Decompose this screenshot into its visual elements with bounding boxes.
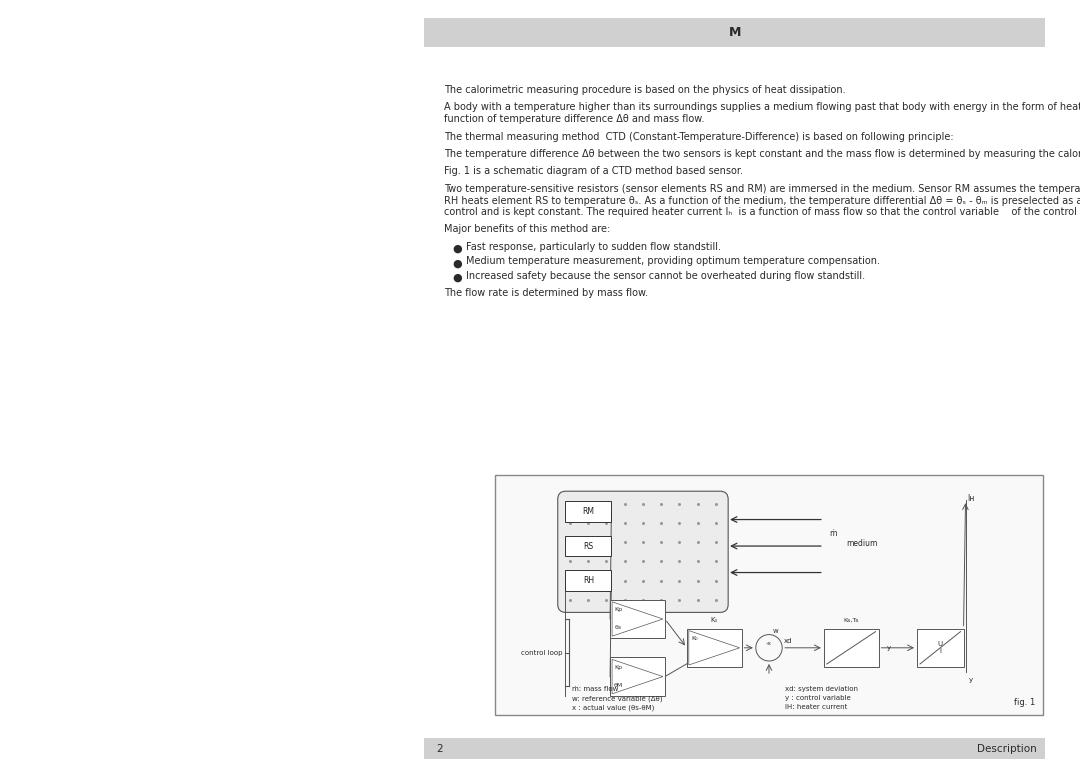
Text: w: w [772,628,779,634]
Text: y: y [969,677,973,683]
Text: A body with a temperature higher than its surroundings supplies a medium flowing: A body with a temperature higher than it… [444,102,1080,112]
Text: RS: RS [583,542,593,551]
Text: -x: -x [766,641,772,645]
Text: Two temperature-sensitive resistors (sensor elements RS and RM) are immersed in : Two temperature-sensitive resistors (sen… [444,184,1080,194]
Text: ṁ: ṁ [828,529,836,538]
Bar [424,738,1045,759]
Text: control loop: control loop [522,649,563,655]
Bar [917,629,963,667]
Text: ●: ● [453,244,462,254]
Text: Ks,Ts: Ks,Ts [843,617,859,623]
Text: Kp: Kp [615,607,622,612]
Bar [565,570,611,591]
Text: K₀: K₀ [711,617,718,623]
Text: RH: RH [583,576,594,585]
Text: K₀: K₀ [691,636,699,641]
Bar [424,18,1045,47]
Text: ●: ● [453,273,462,283]
Text: y: y [887,645,891,651]
Text: Description: Description [977,744,1037,754]
Text: function of temperature difference Δθ and mass flow.: function of temperature difference Δθ an… [444,114,704,124]
Bar [495,475,1043,715]
Text: θM: θM [613,683,623,687]
Text: control and is kept constant. The required heater current Iₕ  is a function of m: control and is kept constant. The requir… [444,207,1080,217]
Text: The calorimetric measuring procedure is based on the physics of heat dissipation: The calorimetric measuring procedure is … [444,85,846,95]
Text: Kp: Kp [615,665,622,669]
Text: Increased safety because the sensor cannot be overheated during flow standstill.: Increased safety because the sensor cann… [465,271,865,281]
Bar [824,629,879,667]
Text: x : actual value (θs-θM): x : actual value (θs-θM) [571,704,654,710]
Bar [565,501,611,522]
Text: θs: θs [615,625,622,630]
Text: Iн: Iн [968,494,975,504]
Bar [610,658,665,696]
Text: 2: 2 [436,744,443,754]
Text: The temperature difference Δθ between the two sensors is kept constant and the m: The temperature difference Δθ between th… [444,149,1080,159]
Text: The flow rate is determined by mass flow.: The flow rate is determined by mass flow… [444,288,648,298]
Text: fig. 1: fig. 1 [1014,698,1035,707]
Text: y : control variable: y : control variable [785,695,851,701]
Text: ṁ: mass flow: ṁ: mass flow [571,686,618,692]
Bar [565,536,611,556]
Bar [687,629,742,667]
FancyBboxPatch shape [557,491,728,613]
Text: Medium temperature measurement, providing optimum temperature compensation.: Medium temperature measurement, providin… [465,256,880,266]
Text: Fig. 1 is a schematic diagram of a CTD method based sensor.: Fig. 1 is a schematic diagram of a CTD m… [444,166,743,176]
Text: Major benefits of this method are:: Major benefits of this method are: [444,224,610,234]
Text: Fast response, particularly to sudden flow standstill.: Fast response, particularly to sudden fl… [465,242,721,252]
Text: IH: heater current: IH: heater current [785,704,848,710]
Text: ●: ● [453,259,462,269]
Bar [610,600,665,638]
Text: RH heats element RS to temperature θₛ. As a function of the medium, the temperat: RH heats element RS to temperature θₛ. A… [444,195,1080,205]
Text: U
I: U I [937,641,943,655]
Text: medium: medium [846,539,877,548]
Text: xd: xd [784,638,793,644]
Text: The thermal measuring method  CTD (Constant-Temperature-Difference) is based on : The thermal measuring method CTD (Consta… [444,131,954,141]
Text: M: M [729,25,741,38]
Text: RM: RM [582,507,594,516]
Text: xd: system deviation: xd: system deviation [785,686,859,692]
Text: w: reference variable (Δθ): w: reference variable (Δθ) [571,695,662,702]
